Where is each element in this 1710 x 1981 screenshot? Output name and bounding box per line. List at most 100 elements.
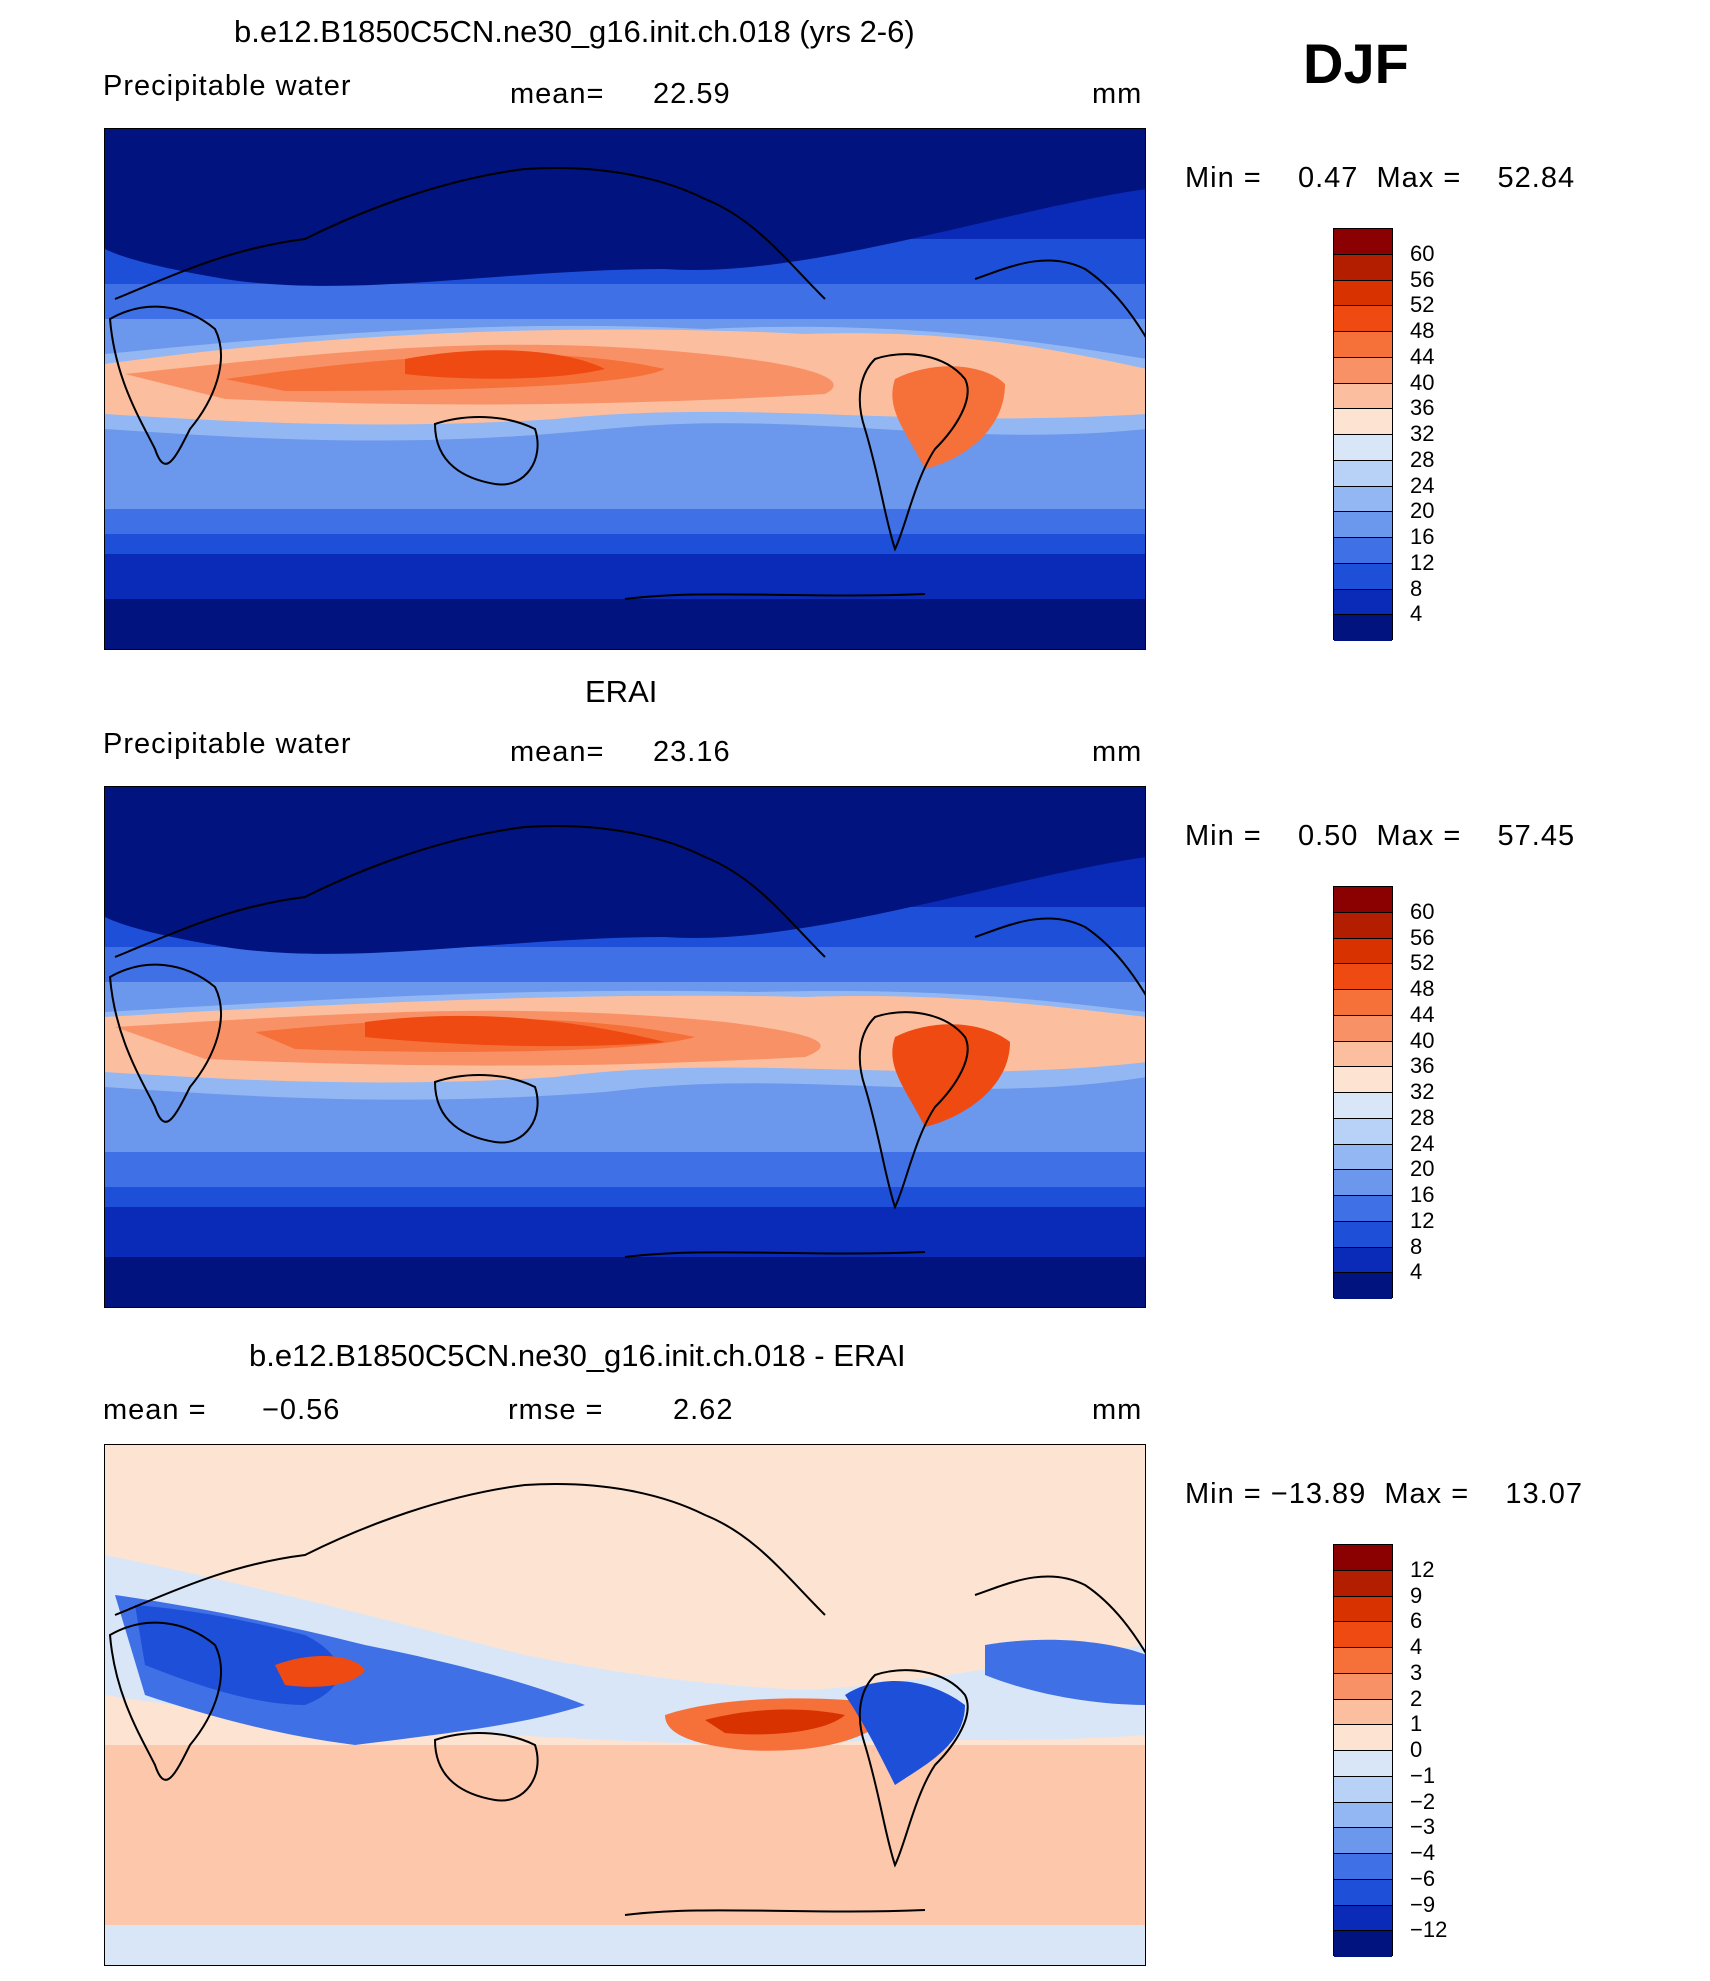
colorbar-tick-label: −2 (1410, 1788, 1436, 1814)
colorbar-tick-label: 40 (1410, 369, 1435, 395)
colorbar-swatch (1334, 254, 1392, 281)
colorbar-swatch (1334, 229, 1392, 255)
colorbar-swatch (1334, 357, 1392, 384)
colorbar-tick-label: 6 (1410, 1608, 1423, 1634)
colorbar-tick-label: 12 (1410, 1207, 1435, 1233)
colorbar-tick-label: 32 (1410, 421, 1435, 446)
colorbar-tick-label: 48 (1410, 976, 1435, 1001)
colorbar-swatch (1334, 615, 1392, 641)
colorbar-swatch (1334, 563, 1392, 590)
colorbar-swatch (1334, 589, 1392, 616)
panel1-map-field (105, 129, 1145, 649)
colorbar-tick-label: −1 (1410, 1762, 1436, 1788)
colorbar-swatch (1334, 1545, 1392, 1571)
colorbar-swatch (1334, 1273, 1392, 1299)
colorbar-swatch (1334, 1931, 1392, 1957)
colorbar-swatch (1334, 383, 1392, 410)
panel3-mean-label: mean = (103, 1394, 207, 1426)
colorbar-tick-label: 3 (1410, 1659, 1423, 1685)
panel3-map (104, 1444, 1146, 1966)
colorbar-tick-label: 12 (1410, 549, 1435, 575)
colorbar-tick-label: 44 (1410, 343, 1435, 369)
colorbar-tick-label: 28 (1410, 446, 1435, 472)
panel2-map-field (105, 787, 1145, 1307)
colorbar-tick-label: 8 (1410, 575, 1423, 601)
colorbar-tick-label: −9 (1410, 1891, 1436, 1917)
colorbar-swatch (1334, 964, 1392, 990)
panel3-minmax: Min = −13.89 Max = 13.07 (1185, 1478, 1583, 1510)
colorbar-tick-label: 32 (1410, 1079, 1435, 1104)
colorbar-tick-label: 2 (1410, 1685, 1423, 1711)
panel1-map (104, 128, 1146, 650)
colorbar-tick-label: 52 (1410, 292, 1435, 318)
colorbar-tick-label: 28 (1410, 1104, 1435, 1130)
colorbar-swatch (1334, 1905, 1392, 1932)
panel3-rmse-label: rmse = (508, 1394, 604, 1426)
colorbar-tick-label: 4 (1410, 1634, 1423, 1659)
colorbar-tick-label: 20 (1410, 1156, 1435, 1182)
colorbar-swatch (1334, 1622, 1392, 1648)
panel3-mean-value: −0.56 (262, 1394, 341, 1426)
panel1-minmax: Min = 0.47 Max = 52.84 (1185, 162, 1576, 194)
colorbar-tick-label: 48 (1410, 318, 1435, 343)
colorbar-tick-label: 24 (1410, 1130, 1435, 1156)
colorbar-tick-label: 4 (1410, 1259, 1423, 1285)
panel3-rmse-value: 2.62 (673, 1394, 734, 1426)
colorbar-swatch (1334, 1879, 1392, 1906)
colorbar-swatch (1334, 486, 1392, 513)
panel2-title: ERAI (585, 674, 658, 709)
panel2-variable: Precipitable water (103, 728, 352, 760)
panel1-colorbar (1333, 228, 1393, 641)
colorbar-tick-label: −3 (1410, 1814, 1436, 1840)
colorbar-tick-label: 9 (1410, 1582, 1423, 1608)
colorbar-tick-label: 56 (1410, 266, 1435, 292)
panel2-minmax: Min = 0.50 Max = 57.45 (1185, 820, 1576, 852)
colorbar-swatch (1334, 990, 1392, 1016)
colorbar-tick-label: 60 (1410, 240, 1435, 266)
colorbar-tick-label: 24 (1410, 472, 1435, 498)
panel2-units: mm (1092, 736, 1143, 768)
colorbar-tick-label: 1 (1410, 1711, 1423, 1737)
colorbar-swatch (1334, 1170, 1392, 1196)
colorbar-swatch (1334, 938, 1392, 965)
colorbar-swatch (1334, 280, 1392, 307)
colorbar-tick-label: 40 (1410, 1027, 1435, 1053)
colorbar-tick-label: 20 (1410, 498, 1435, 524)
colorbar-swatch (1334, 409, 1392, 435)
colorbar-swatch (1334, 1118, 1392, 1145)
colorbar-tick-label: −6 (1410, 1865, 1436, 1891)
colorbar-swatch (1334, 1041, 1392, 1068)
colorbar-tick-label: 12 (1410, 1556, 1435, 1582)
panel3-colorbar (1333, 1544, 1393, 1957)
panel1-title: b.e12.B1850C5CN.ne30_g16.init.ch.018 (yr… (234, 14, 915, 49)
colorbar-swatch (1334, 1093, 1392, 1119)
colorbar-swatch (1334, 1247, 1392, 1274)
colorbar-tick-label: 16 (1410, 1182, 1435, 1207)
colorbar-tick-label: 44 (1410, 1001, 1435, 1027)
colorbar-swatch (1334, 512, 1392, 538)
colorbar-swatch (1334, 1776, 1392, 1803)
colorbar-swatch (1334, 1067, 1392, 1093)
colorbar-tick-label: −12 (1410, 1917, 1448, 1943)
colorbar-swatch (1334, 332, 1392, 358)
panel2-colorbar (1333, 886, 1393, 1299)
panel3-title: b.e12.B1850C5CN.ne30_g16.init.ch.018 - E… (249, 1338, 906, 1373)
panel1-mean-label: mean= (510, 78, 605, 110)
colorbar-swatch (1334, 1725, 1392, 1751)
colorbar-tick-label: 36 (1410, 1053, 1435, 1079)
colorbar-swatch (1334, 1596, 1392, 1623)
colorbar-tick-label: 8 (1410, 1233, 1423, 1259)
colorbar-swatch (1334, 435, 1392, 461)
colorbar-swatch (1334, 1196, 1392, 1222)
colorbar-swatch (1334, 1828, 1392, 1854)
colorbar-tick-label: 16 (1410, 524, 1435, 549)
colorbar-swatch (1334, 1221, 1392, 1248)
panel1-mean-value: 22.59 (653, 78, 731, 110)
colorbar-swatch (1334, 460, 1392, 487)
colorbar-swatch (1334, 1648, 1392, 1674)
colorbar-swatch (1334, 1802, 1392, 1829)
colorbar-swatch (1334, 1570, 1392, 1597)
season-label: DJF (1303, 32, 1409, 95)
panel2-mean-value: 23.16 (653, 736, 731, 768)
panel3-units: mm (1092, 1394, 1143, 1426)
